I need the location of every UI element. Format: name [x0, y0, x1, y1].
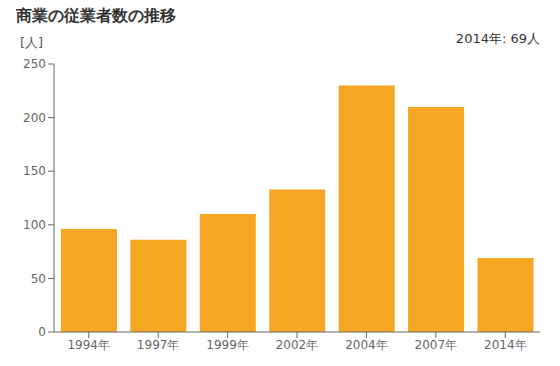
html-text:2014年: 69人: 2014年: 69人 [455, 31, 540, 46]
svg-text:50: 50 [31, 272, 46, 286]
svg-text:250: 250 [23, 57, 46, 71]
svg-text:2007年: 2007年 [415, 338, 458, 352]
html-text:[人]: [人] [20, 35, 44, 50]
svg-text:2004年: 2004年 [345, 338, 388, 352]
svg-text:100: 100 [23, 218, 46, 232]
html-text:商業の従業者数の推移: 商業の従業者数の推移 [16, 6, 176, 25]
svg-text:150: 150 [23, 164, 46, 178]
svg-text:200: 200 [23, 111, 46, 125]
svg-text:2002年: 2002年 [276, 338, 319, 352]
svg-text:2014年: 2014年 [484, 338, 527, 352]
svg-text:1994年: 1994年 [67, 338, 110, 352]
svg-text:1997年: 1997年 [137, 338, 180, 352]
svg-text:0: 0 [38, 325, 46, 339]
svg-text:1999年: 1999年 [206, 338, 249, 352]
